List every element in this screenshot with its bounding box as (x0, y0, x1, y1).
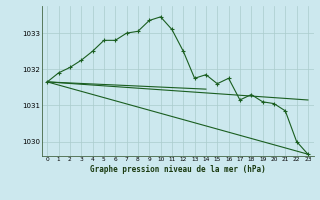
X-axis label: Graphe pression niveau de la mer (hPa): Graphe pression niveau de la mer (hPa) (90, 165, 266, 174)
